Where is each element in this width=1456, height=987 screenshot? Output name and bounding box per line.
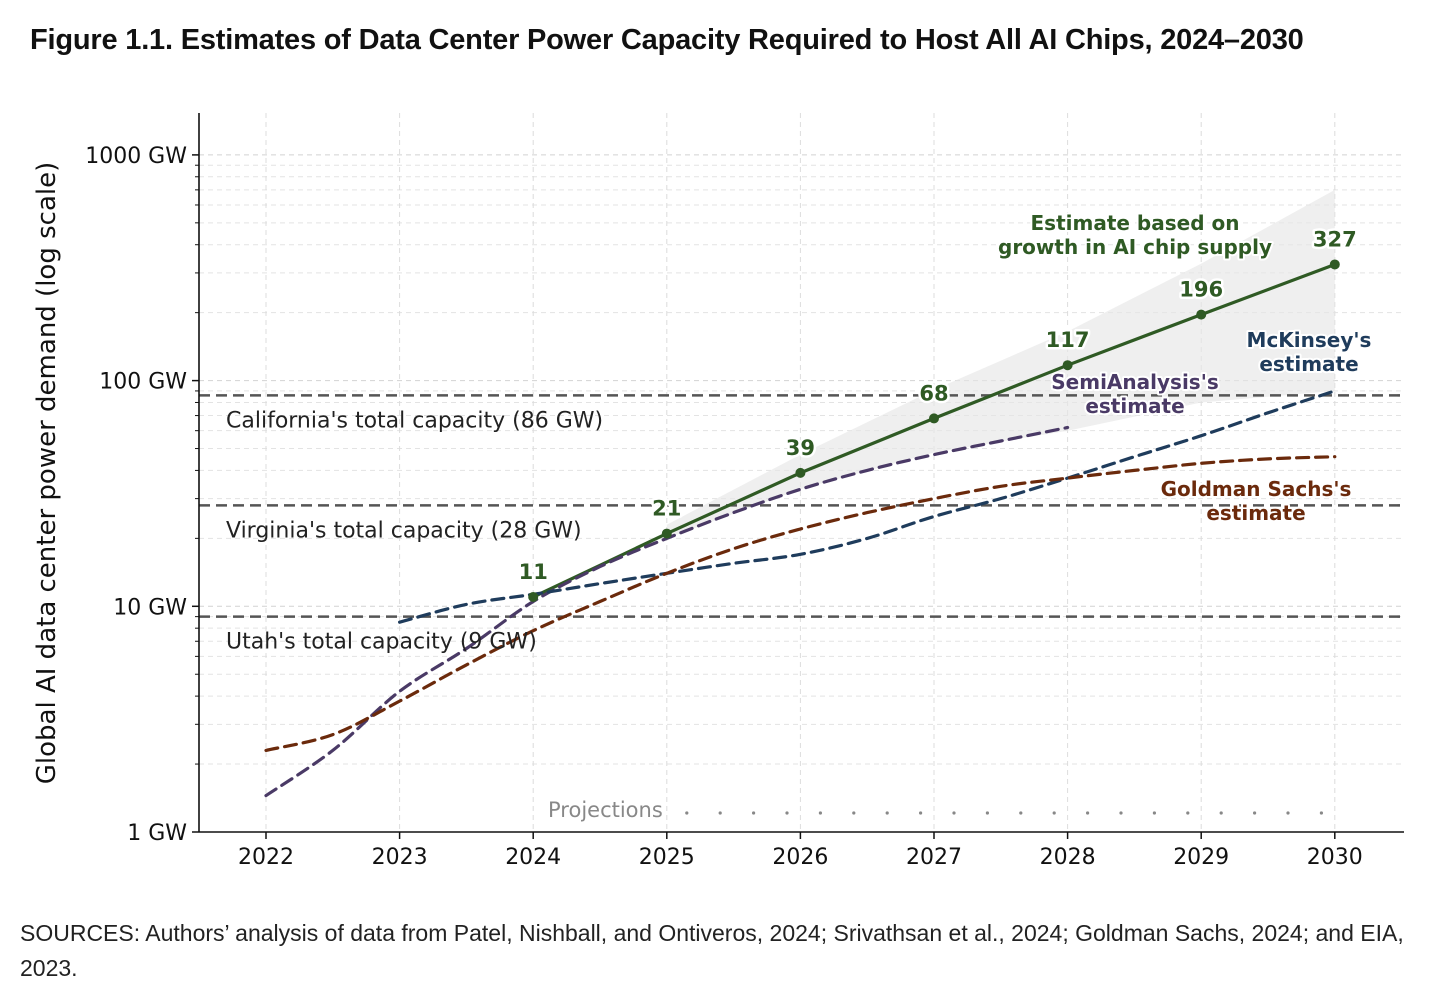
x-tick-label: 2026 (772, 845, 828, 870)
power-demand-chart: 1 GW 10 GW 100 GW 1000 GW 2022 2023 2024 2025 20… (32, 113, 1404, 870)
projections-dot (685, 811, 689, 815)
x-tick-label: 2028 (1040, 845, 1096, 870)
projections-dot (885, 811, 889, 815)
mckinsey-series-label: estimate (1259, 352, 1358, 376)
y-tick-label: 1000 GW (85, 144, 187, 169)
x-tick-label: 2022 (238, 845, 294, 870)
chip-supply-value-label: 21 (652, 497, 681, 521)
x-tick-label: 2025 (639, 845, 695, 870)
reference-lines (199, 394, 1404, 618)
x-tick-label: 2023 (372, 845, 428, 870)
chip-supply-value-label: 39 (786, 436, 815, 460)
projections-dot (785, 811, 789, 815)
x-tick-label: 2024 (505, 845, 561, 870)
y-tick-label: 1 GW (127, 821, 187, 846)
chip-supply-series-label: Estimate based on (1031, 211, 1240, 235)
semianalysis-series-label: estimate (1085, 394, 1184, 418)
reference-label-1: Virginia's total capacity (28 GW) (226, 518, 582, 543)
chip-supply-point (1062, 360, 1073, 371)
y-tick-label: 100 GW (99, 370, 187, 395)
y-axis-label: Global AI data center power demand (log … (32, 162, 62, 784)
projections-dot (1319, 811, 1323, 815)
annotations: California's total capacity (86 GW) Virgi… (226, 209, 1373, 822)
chip-supply-point (528, 591, 539, 602)
projections-dot (1152, 811, 1156, 815)
goldman-series-line (264, 455, 1337, 752)
x-tick-label: 2030 (1307, 845, 1363, 870)
projections-dot (1253, 811, 1257, 815)
chip-supply-value-label: 11 (519, 560, 548, 584)
uncertainty-band-layer (666, 189, 1335, 539)
projections-dot (718, 811, 722, 815)
mckinsey-series-line (398, 389, 1337, 624)
chip-supply-point (661, 528, 672, 539)
projections-dot (919, 811, 923, 815)
projections-dot (752, 811, 756, 815)
projections-dot (985, 811, 990, 815)
projections-label: Projections (548, 798, 663, 822)
x-tick-label: 2029 (1173, 845, 1229, 870)
chip-supply-value-label: 196 (1179, 278, 1223, 302)
y-tick-label: 10 GW (113, 595, 187, 620)
x-tick-label: 2027 (906, 845, 962, 870)
semianalysis-series-label: SemiAnalysis's (1051, 370, 1218, 394)
projections-dot (1186, 811, 1190, 815)
mckinsey-series-label: McKinsey's (1247, 328, 1372, 352)
reference-label-2: Utah's total capacity (9 GW) (226, 630, 537, 655)
chip-supply-value-label: 327 (1313, 227, 1357, 251)
sources-note: SOURCES: Authors’ analysis of data from … (20, 920, 1404, 981)
figure-title: Figure 1.1. Estimates of Data Center Pow… (30, 24, 1304, 56)
projections-dot (1052, 811, 1056, 815)
goldman-series-label: estimate (1206, 501, 1305, 525)
chip-supply-value-label: 117 (1046, 328, 1090, 352)
goldman-series-label: Goldman Sachs's (1161, 477, 1352, 501)
projections-dot (1086, 811, 1090, 815)
chip-supply-point (1196, 309, 1207, 320)
projections-dot (1119, 811, 1123, 815)
projections-dot (1286, 811, 1290, 815)
chip-supply-point (795, 467, 806, 478)
chip-supply-series-label: growth in AI chip supply (998, 235, 1272, 259)
chip-supply-value-label: 68 (919, 381, 948, 405)
chip-supply-point (929, 413, 939, 424)
reference-label-0: California's total capacity (86 GW) (226, 408, 603, 433)
projections-dot (852, 811, 856, 815)
projections-dot (818, 811, 823, 815)
projections-dot (952, 811, 956, 815)
chip-supply-point (1329, 259, 1340, 270)
projections-dot (1219, 811, 1223, 815)
grid-lines (199, 113, 1404, 833)
axes: 1 GW 10 GW 100 GW 1000 GW 2022 2023 2024 2025 20… (32, 113, 1404, 870)
chip-supply-uncertainty-band (666, 189, 1335, 539)
projections-dot (1019, 811, 1023, 815)
